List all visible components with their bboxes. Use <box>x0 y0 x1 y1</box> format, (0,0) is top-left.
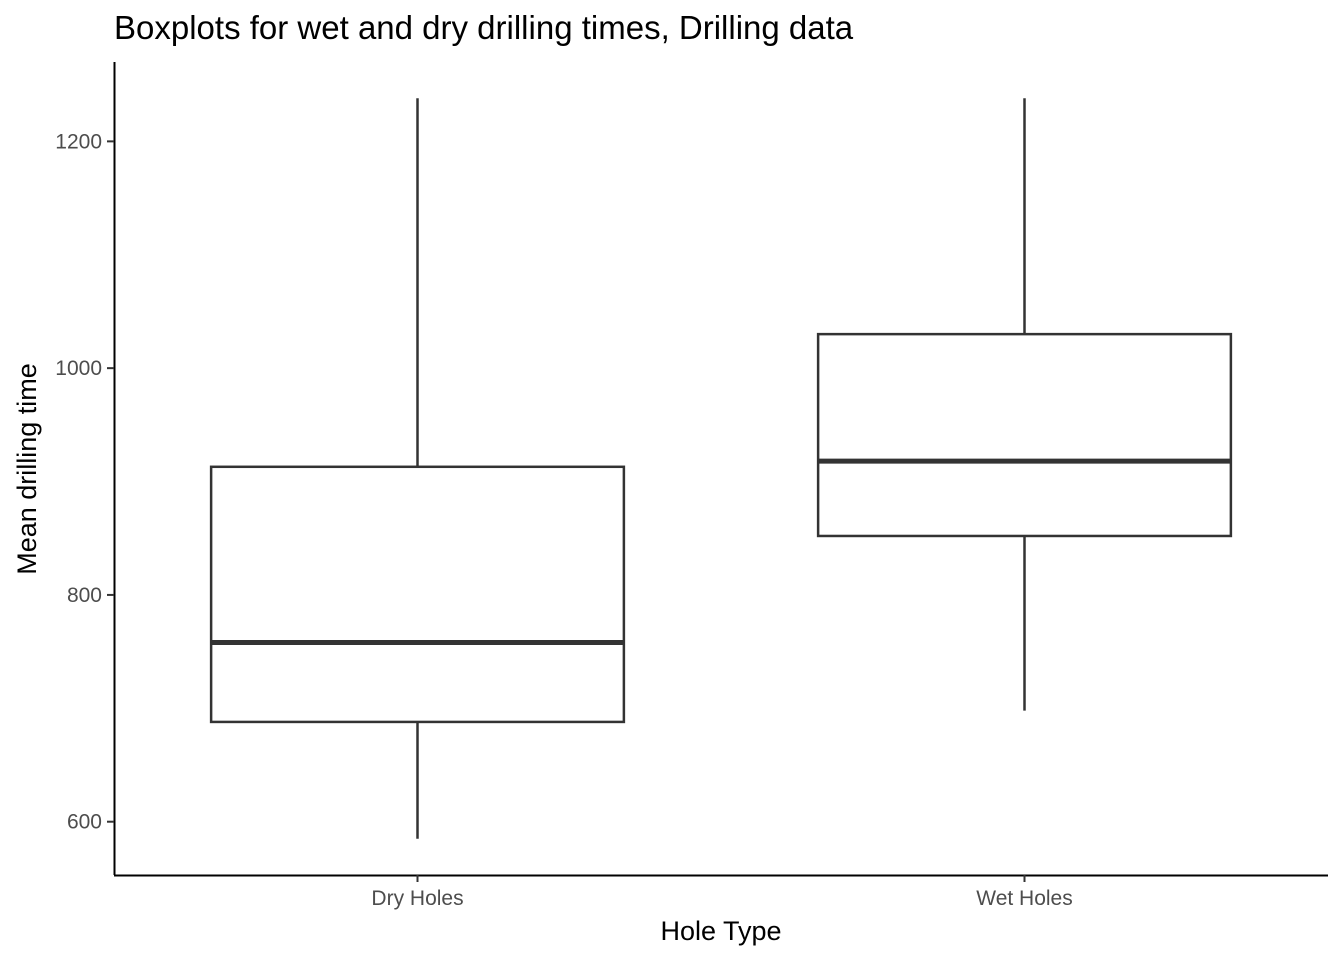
x-axis-ticks: Dry Holes Wet Holes <box>371 875 1073 910</box>
y-tick-label: 600 <box>67 811 102 834</box>
box-iqr <box>209 465 626 724</box>
y-tick-label: 1200 <box>55 130 102 153</box>
x-tick-label: Dry Holes <box>371 887 463 910</box>
y-axis-title: Mean drilling time <box>12 363 42 575</box>
box-1 <box>209 98 626 839</box>
y-tick-label: 1000 <box>55 357 102 380</box>
x-tick-label: Wet Holes <box>976 887 1072 910</box>
plot-area <box>209 98 1233 839</box>
box-iqr <box>816 332 1233 538</box>
box-2 <box>816 98 1233 711</box>
chart-title: Boxplots for wet and dry drilling times,… <box>114 9 854 46</box>
x-axis-title: Hole Type <box>660 916 781 946</box>
y-axis-ticks: 600 800 1000 1200 <box>55 130 114 834</box>
y-tick-label: 800 <box>67 584 102 607</box>
